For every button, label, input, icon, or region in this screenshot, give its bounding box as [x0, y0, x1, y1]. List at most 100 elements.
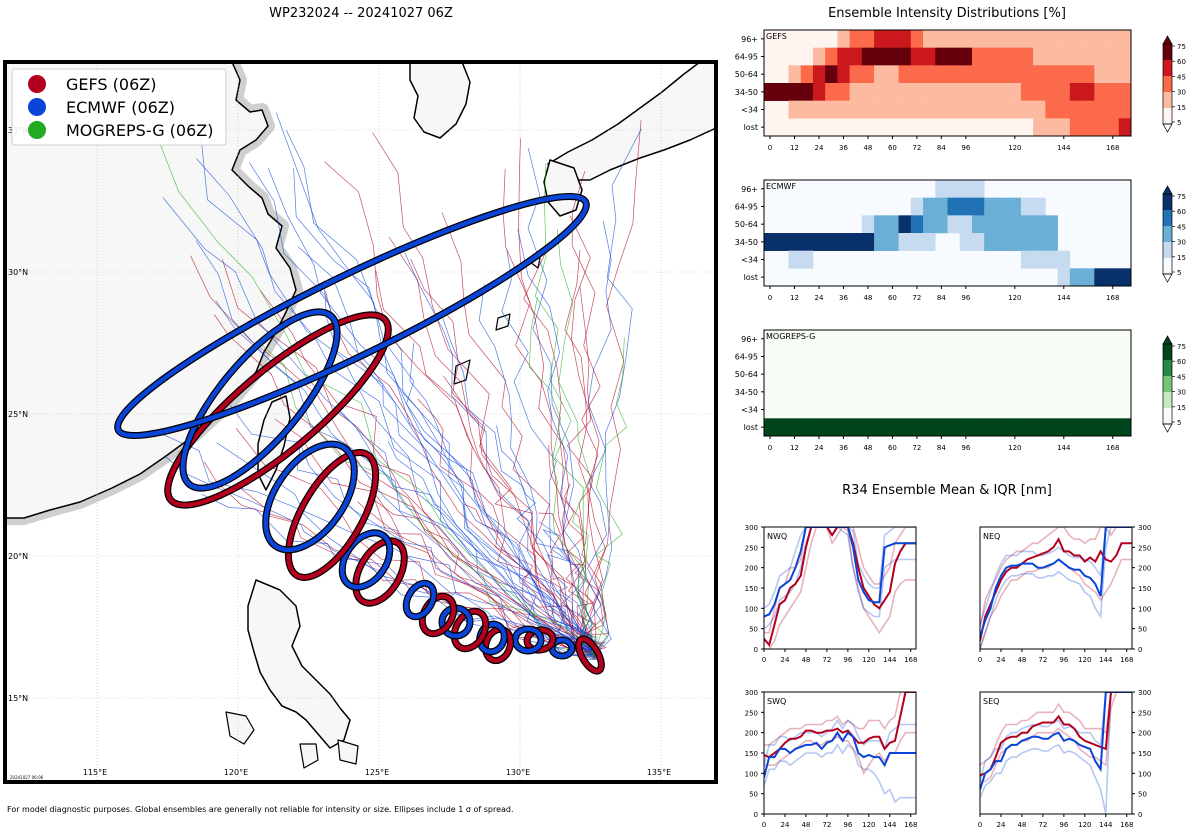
intensity-cell	[1118, 418, 1132, 437]
intensity-cell	[1057, 118, 1071, 137]
intensity-cell	[1008, 30, 1022, 48]
colorbar-tick: 5	[1177, 119, 1181, 127]
intensity-cell	[800, 83, 814, 101]
intensity-x-tick: 60	[888, 294, 897, 302]
lon-label-135: 135°E	[647, 768, 671, 777]
intensity-cell	[1094, 268, 1107, 287]
intensity-row-label: 50-64	[735, 220, 758, 229]
intensity-cell	[788, 233, 801, 251]
r34-x-tick: 24	[997, 821, 1006, 829]
intensity-cell	[1094, 65, 1107, 84]
intensity-x-tick: 12	[790, 444, 799, 452]
legend-marker-gefs	[28, 75, 46, 93]
intensity-cell	[1118, 47, 1132, 66]
ensemble-track	[404, 252, 592, 657]
intensity-cell	[898, 30, 912, 48]
colorbar-tick: 75	[1177, 343, 1186, 351]
intensity-cell	[861, 418, 875, 437]
intensity-cell	[1118, 118, 1132, 137]
intensity-cell	[1057, 250, 1071, 269]
intensity-cell	[1008, 65, 1022, 84]
gefs-iqr-high	[764, 692, 916, 746]
ensemble-track	[502, 168, 593, 657]
colorbar-tick: 15	[1177, 404, 1186, 412]
intensity-cell	[959, 30, 973, 48]
r34-x-tick: 72	[822, 656, 831, 664]
intensity-cell	[910, 100, 924, 119]
intensity-cell	[935, 30, 948, 48]
intensity-cell	[984, 233, 997, 251]
intensity-cell	[996, 418, 1009, 437]
spread-ellipses	[114, 192, 605, 675]
intensity-cell	[959, 180, 973, 198]
intensity-x-tick: 72	[912, 144, 921, 152]
intensity-x-tick: 120	[1008, 294, 1021, 302]
r34-x-tick: 24	[997, 656, 1006, 664]
colorbar-tick: 30	[1177, 89, 1186, 97]
intensity-cell	[874, 418, 887, 437]
intensity-cell	[910, 215, 924, 234]
intensity-cell	[935, 180, 948, 198]
intensity-x-tick: 48	[863, 294, 872, 302]
intensity-cell	[764, 233, 777, 251]
graticule	[5, 62, 716, 782]
colorbar-tick: 5	[1177, 419, 1181, 427]
intensity-cell	[1033, 30, 1046, 48]
intensity-x-tick: 144	[1057, 294, 1071, 302]
intensity-cell	[910, 233, 924, 251]
r34-title: R34 Ensemble Mean & IQR [nm]	[842, 483, 1052, 498]
intensity-cell	[1094, 100, 1107, 119]
intensity-cell	[1008, 47, 1022, 66]
ensemble-track	[267, 168, 599, 652]
ensemble-track	[417, 398, 593, 656]
intensity-cell	[812, 418, 826, 437]
intensity-cell	[886, 83, 899, 101]
intensity-cell	[947, 65, 961, 84]
ecmwf-mean	[980, 692, 1132, 790]
intensity-cell	[886, 30, 899, 48]
intensity-cell	[1118, 30, 1132, 48]
intensity-cell	[996, 197, 1009, 216]
r34-y-tick: 200	[745, 730, 758, 738]
intensity-cell	[898, 233, 912, 251]
intensity-cell	[984, 30, 997, 48]
intensity-cell	[898, 65, 912, 84]
intensity-x-tick: 72	[912, 444, 921, 452]
intensity-row-label: 34-50	[735, 88, 758, 97]
r34-y-tick: 250	[745, 709, 758, 717]
intensity-cell	[849, 83, 863, 101]
r34-y-tick: 250	[1138, 544, 1151, 552]
ensemble-track	[592, 128, 642, 655]
intensity-cell	[776, 418, 789, 437]
intensity-cell	[1094, 83, 1107, 101]
intensity-row-label: 64-95	[735, 53, 758, 62]
intensity-cell	[984, 100, 997, 119]
ensemble-track	[260, 344, 598, 651]
intensity-cell	[971, 215, 985, 234]
r34-panel-seq: SEQ 0 50 100 150 200 250 300 0 24 48 72 96 120 144 168	[978, 689, 1152, 829]
intensity-cell	[837, 65, 850, 84]
r34-x-tick: 168	[1120, 656, 1133, 664]
intensity-cell	[1082, 47, 1095, 66]
intensity-cell	[837, 47, 850, 66]
ecmwf-iqr-high	[764, 527, 916, 609]
r34-x-tick: 48	[1017, 656, 1026, 664]
intensity-cell	[776, 233, 789, 251]
r34-y-tick: 0	[1138, 811, 1142, 819]
ecmwf-mean	[764, 730, 916, 778]
intensity-cell	[1057, 268, 1071, 287]
ensemble-track	[337, 407, 598, 653]
intensity-cell	[947, 83, 961, 101]
r34-x-tick: 144	[883, 821, 897, 829]
intensity-x-tick: 96	[961, 444, 970, 452]
intensity-x-tick: 48	[863, 444, 872, 452]
intensity-panels: GEFS 96+ 64-95 50-64 34-50 <34 lost 0 12 24 36 48 60…	[735, 29, 1186, 452]
track-map: 35°N 30°N 25°N 20°N 15°N 115°E 120°E 125…	[3, 60, 718, 784]
r34-y-tick: 300	[745, 524, 758, 532]
intensity-cell	[898, 215, 912, 234]
ensemble-track	[527, 148, 602, 652]
r34-y-tick: 300	[745, 689, 758, 697]
intensity-cell	[923, 65, 936, 84]
r34-y-tick: 50	[749, 791, 758, 799]
